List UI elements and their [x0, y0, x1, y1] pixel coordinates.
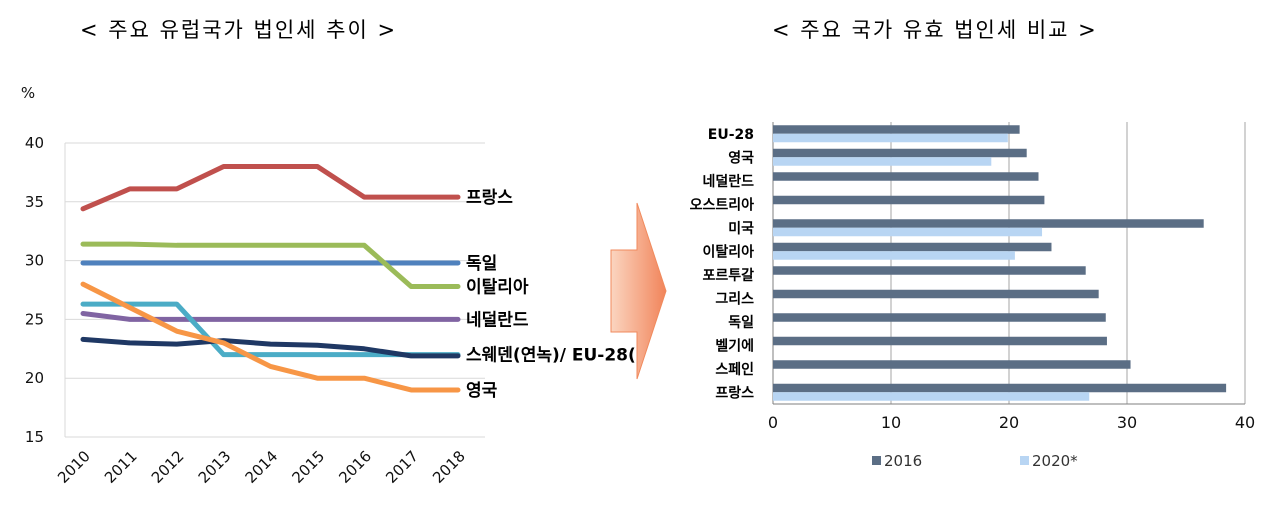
category-label: 벨기에 [715, 338, 754, 354]
series-label: 스웨덴(연녹)/ EU-28( [466, 346, 636, 366]
series-label: 영국 [466, 381, 498, 401]
bar-2016 [773, 266, 1086, 275]
right-chart-title: < 주요 국가 유효 법인세 비교 > [772, 18, 1098, 42]
bar-2020 [773, 157, 992, 166]
x-tick-label: 40 [1235, 413, 1255, 432]
line-series [80, 281, 461, 393]
series-label: 프랑스 [466, 188, 513, 208]
category-label: EU-28 [708, 127, 754, 143]
category-label: 미국 [728, 221, 754, 237]
bar-2016 [773, 172, 1039, 181]
category-label: 그리스 [715, 291, 754, 307]
legend-label: 2016 [884, 452, 922, 470]
category-label: 네덜란드 [702, 173, 754, 190]
y-tick-label: 15 [25, 428, 44, 446]
series-label: 네덜란드 [466, 310, 529, 330]
category-label: 프랑스 [715, 385, 754, 401]
legend-swatch [1020, 456, 1029, 465]
line-series [80, 336, 461, 359]
bar-2016 [773, 219, 1204, 228]
category-label: 이탈리아 [702, 243, 754, 260]
legend-label: 2020* [1032, 452, 1078, 470]
legend-swatch [872, 456, 881, 465]
bar-2016 [773, 242, 1052, 252]
bar-2020 [773, 227, 1043, 237]
bar-2016 [773, 289, 1099, 299]
bar-2016 [773, 195, 1045, 205]
y-tick-label: 40 [25, 134, 44, 152]
y-tick-label: 35 [25, 193, 44, 211]
line-series [80, 164, 461, 212]
series-label: 이탈리아 [466, 276, 529, 297]
bar-2016 [773, 360, 1131, 369]
bar-2016 [773, 336, 1107, 346]
x-tick-label: 30 [1117, 413, 1137, 432]
bar-2020 [773, 392, 1090, 401]
x-tick-label: 0 [768, 413, 778, 432]
left-chart-title: < 주요 유럽국가 법인세 추이 > [80, 18, 398, 42]
series-label: 독일 [466, 254, 497, 274]
y-tick-label: 30 [25, 252, 44, 270]
category-label: 영국 [728, 149, 754, 166]
y-tick-label: 25 [25, 310, 44, 328]
x-tick-label: 10 [881, 413, 901, 432]
bar-2016 [773, 148, 1027, 158]
bar-2016 [773, 383, 1227, 393]
bar-2016 [773, 125, 1020, 134]
line-series [80, 311, 461, 322]
bar-2020 [773, 251, 1015, 260]
x-tick-label: 20 [999, 413, 1019, 432]
category-label: 포르투갈 [702, 268, 754, 284]
line-series [80, 241, 461, 289]
bar-2016 [773, 313, 1106, 322]
category-label: 스페인 [715, 361, 754, 378]
category-label: 오스트리아 [690, 196, 755, 213]
y-tick-label: 20 [25, 369, 44, 387]
bar-2020 [773, 133, 1008, 143]
y-axis-label: % [21, 84, 35, 102]
category-label: 독일 [728, 315, 754, 331]
